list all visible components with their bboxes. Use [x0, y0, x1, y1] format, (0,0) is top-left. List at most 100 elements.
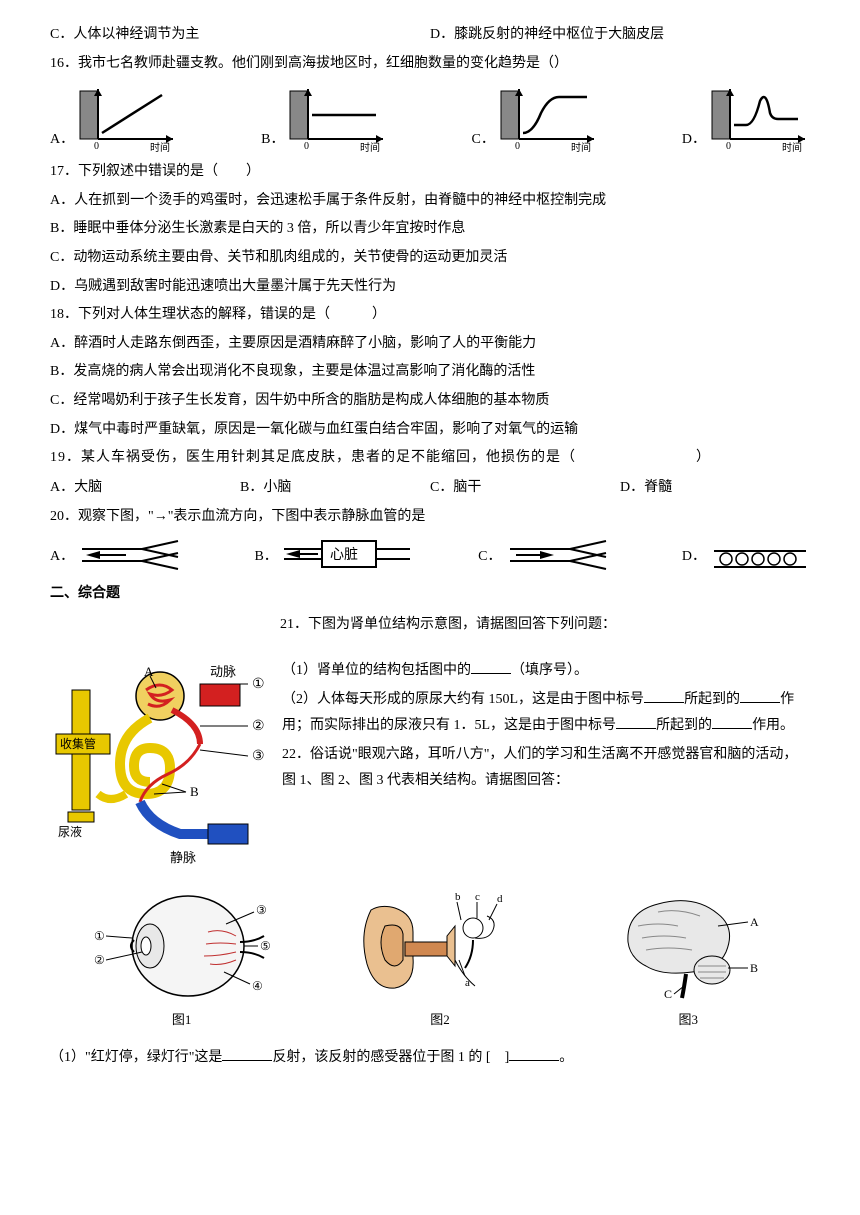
label-artery: 动脉 — [210, 664, 236, 679]
q15-opt-d: D．膝跳反射的神经中枢位于大脑皮层 — [430, 22, 810, 49]
q22-blank-2[interactable] — [509, 1047, 559, 1061]
q20-options: A． B． 心脏 C． — [50, 537, 810, 571]
q16-label-c: C． — [472, 127, 495, 154]
q21-stem: 21．下图为肾单位结构示意图，请据图回答下列问题： — [280, 612, 810, 639]
fig3-caption: 图3 — [608, 1008, 768, 1033]
q22-p1c: 。 — [559, 1050, 573, 1065]
svg-text:0: 0 — [515, 141, 520, 152]
svg-text:①: ① — [94, 929, 105, 943]
svg-text:c: c — [475, 891, 480, 903]
q17-stem: 17．下列叙述中错误的是（ ） — [50, 159, 810, 186]
q20-stem: 20．观察下图，"→"表示血流方向，下图中表示静脉血管的是 — [50, 504, 810, 531]
q21-wrap: 收集管 尿液 动脉 A 静脉 B ① ② ③ （1 — [50, 644, 810, 874]
q19-c: C．脑干 — [430, 475, 620, 502]
q20-heart-label: 心脏 — [330, 547, 358, 563]
q15-options: C．人体以神经调节为主 D．膝跳反射的神经中枢位于大脑皮层 — [50, 22, 810, 49]
ear-diagram: b c d a — [355, 886, 525, 1006]
q19-options: A．大脑 B．小脑 C．脑干 D．脊髓 — [50, 475, 810, 502]
nephron-diagram: 收集管 尿液 动脉 A 静脉 B ① ② ③ — [50, 644, 270, 874]
q21-blank-5[interactable] — [712, 715, 752, 729]
svg-text:②: ② — [94, 953, 105, 967]
q20-label-b: B． — [254, 544, 277, 571]
svg-text:时间: 时间 — [150, 141, 170, 153]
eye-diagram: ① ② ③ ⑤ ④ — [92, 886, 272, 1006]
q20-opt-c: C． — [478, 539, 615, 571]
fig2: b c d a 图2 — [355, 886, 525, 1033]
q19-b: B．小脑 — [240, 475, 430, 502]
fig2-caption: 图2 — [355, 1008, 525, 1033]
svg-text:③: ③ — [256, 903, 267, 917]
q16-label-d: D． — [682, 127, 706, 154]
q21-text: （1）肾单位的结构包括图中的（填序号）。 （2）人体每天形成的原尿大约有 150… — [282, 644, 810, 797]
q21-blank-2[interactable] — [644, 689, 684, 703]
q16-opt-a: A． 0 时间 — [50, 83, 178, 153]
label-collect: 收集管 — [60, 736, 96, 751]
q20-label-d: D． — [682, 544, 706, 571]
q20-vessel-c — [506, 539, 616, 571]
q20-label-c: C． — [478, 544, 501, 571]
q20-opt-b: B． 心脏 — [254, 537, 411, 571]
svg-text:C: C — [664, 987, 672, 1001]
q16-opt-d: D． 0 时间 — [682, 83, 810, 153]
q16-opt-c: C． 0 时间 — [472, 83, 599, 153]
q20-vessel-d — [710, 547, 810, 571]
q18-b: B．发高烧的病人常会出现消化不良现象，主要是体温过高影响了消化酶的活性 — [50, 359, 810, 386]
q16-chart-d: 0 时间 — [710, 83, 810, 153]
q17-d: D．乌贼遇到敌害时能迅速喷出大量墨汁属于先天性行为 — [50, 274, 810, 301]
q21-blank-4[interactable] — [616, 715, 656, 729]
label-urine: 尿液 — [58, 824, 82, 839]
q16-label-a: A． — [50, 127, 74, 154]
svg-text:b: b — [455, 891, 461, 903]
q21-blank-3[interactable] — [740, 689, 780, 703]
svg-text:0: 0 — [726, 141, 731, 152]
q18-d: D．煤气中毒时严重缺氧，原因是一氧化碳与血红蛋白结合牢固，影响了对氧气的运输 — [50, 417, 810, 444]
svg-text:A: A — [750, 915, 759, 929]
q22-stem: 22．俗话说"眼观六路，耳听八方"，人们的学习和生活离不开感觉器官和脑的活动，图… — [282, 742, 810, 795]
q17-b: B．睡眠中垂体分泌生长激素是白天的 3 倍，所以青少年宜按时作息 — [50, 216, 810, 243]
label-B: B — [190, 784, 199, 799]
svg-text:d: d — [497, 893, 503, 905]
q21-p2a: （2）人体每天形成的原尿大约有 150L，这是由于图中标号 — [282, 692, 644, 707]
q21-p2b: 所起到的 — [684, 692, 740, 707]
q16-chart-a: 0 时间 — [78, 83, 178, 153]
label-A: A — [144, 664, 154, 679]
q17-c: C．动物运动系统主要由骨、关节和肌肉组成的，关节使骨的运动更加灵活 — [50, 245, 810, 272]
q20-vessel-b: 心脏 — [282, 537, 412, 571]
label-n2: ② — [252, 719, 265, 734]
svg-text:B: B — [750, 961, 758, 975]
q22-blank-1[interactable] — [222, 1047, 272, 1061]
q18-a: A．醉酒时人走路东倒西歪，主要原因是酒精麻醉了小脑，影响了人的平衡能力 — [50, 331, 810, 358]
q21-p2e: 作用。 — [752, 718, 794, 733]
svg-text:a: a — [465, 977, 470, 989]
svg-text:0: 0 — [304, 141, 309, 152]
svg-text:⑤: ⑤ — [260, 939, 271, 953]
fig3: A B C 图3 — [608, 886, 768, 1033]
section-2-title: 二、综合题 — [50, 581, 810, 608]
q21-p2d: 所起到的 — [656, 718, 712, 733]
q15-opt-c: C．人体以神经调节为主 — [50, 22, 430, 49]
q20-opt-a: A． — [50, 539, 188, 571]
q21-p1b: （填序号）。 — [511, 663, 588, 678]
svg-text:时间: 时间 — [782, 141, 802, 153]
q20-label-a: A． — [50, 544, 74, 571]
q16-label-b: B． — [261, 127, 284, 154]
svg-text:时间: 时间 — [360, 141, 380, 153]
q20-opt-d: D． — [682, 544, 810, 571]
q16-chart-b: 0 时间 — [288, 83, 388, 153]
svg-text:0: 0 — [94, 141, 99, 152]
label-n1: ① — [252, 677, 265, 692]
q22-p1a: （1）"红灯停，绿灯行"这是 — [50, 1050, 222, 1065]
q21-blank-1[interactable] — [471, 660, 511, 674]
q19-a: A．大脑 — [50, 475, 240, 502]
q20-vessel-a — [78, 539, 188, 571]
svg-text:④: ④ — [252, 979, 263, 993]
fig1: ① ② ③ ⑤ ④ 图1 — [92, 886, 272, 1033]
label-vein: 静脉 — [170, 850, 196, 865]
svg-text:时间: 时间 — [571, 141, 591, 153]
q17-a: A．人在抓到一个烫手的鸡蛋时，会迅速松手属于条件反射，由脊髓中的神经中枢控制完成 — [50, 188, 810, 215]
q22-figures: ① ② ③ ⑤ ④ 图1 b c d a 图2 — [50, 886, 810, 1033]
q19-d: D．脊髓 — [620, 475, 810, 502]
label-n3: ③ — [252, 749, 265, 764]
q18-c: C．经常喝奶利于孩子生长发育，因牛奶中所含的脂肪是构成人体细胞的基本物质 — [50, 388, 810, 415]
q16-opt-b: B． 0 时间 — [261, 83, 388, 153]
